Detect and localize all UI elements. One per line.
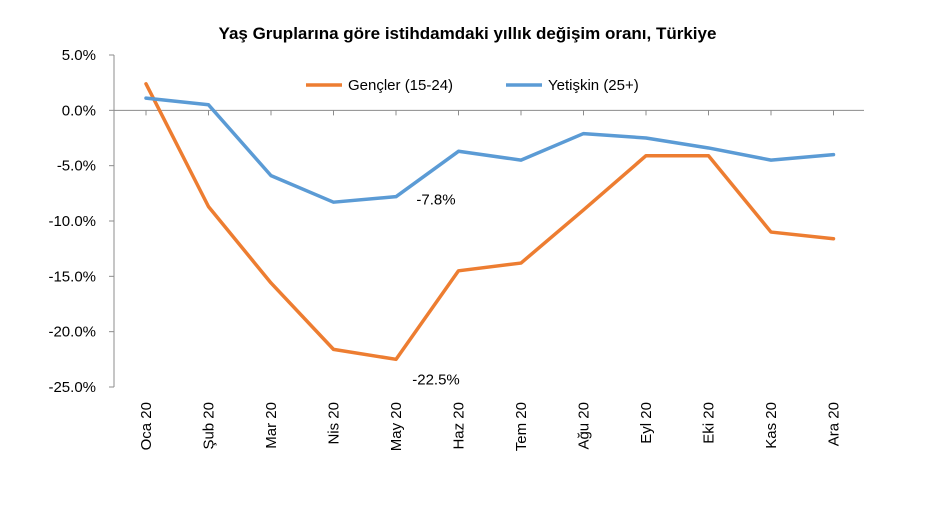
x-tick-label: Eyl 20 (638, 402, 655, 444)
legend-gencler-label: Gençler (15-24) (348, 77, 453, 94)
chart-title: Yaş Gruplarına göre istihdamdaki yıllık … (218, 24, 717, 43)
x-tick-label: Ağu 20 (576, 402, 593, 450)
x-tick-label: Tem 20 (513, 402, 530, 451)
x-tick-label: May 20 (388, 402, 405, 451)
x-tick-label: Eki 20 (701, 402, 718, 444)
series-line-yetiskin (144, 96, 836, 204)
legend-yetiskin-label: Yetişkin (25+) (548, 77, 639, 94)
y-tick-label: 0.0% (62, 102, 96, 119)
x-tick-label: Oca 20 (138, 402, 155, 450)
y-tick-label: 5.0% (62, 47, 96, 64)
x-tick-label: Ara 20 (826, 402, 843, 446)
data-label: -7.8% (416, 192, 455, 209)
x-tick-label: Mar 20 (263, 402, 280, 449)
y-tick-label: -20.0% (48, 324, 96, 341)
x-tick-label: Şub 20 (201, 402, 218, 450)
y-tick-label: -15.0% (48, 268, 96, 285)
series-line-gencler (144, 82, 836, 362)
y-tick-label: -10.0% (48, 213, 96, 230)
y-tick-label: -5.0% (57, 158, 96, 175)
y-tick-label: -25.0% (48, 379, 96, 396)
x-tick-label: Nis 20 (326, 402, 343, 445)
x-tick-label: Kas 20 (763, 402, 780, 449)
x-tick-label: Haz 20 (451, 402, 468, 450)
data-label: -22.5% (412, 371, 460, 388)
